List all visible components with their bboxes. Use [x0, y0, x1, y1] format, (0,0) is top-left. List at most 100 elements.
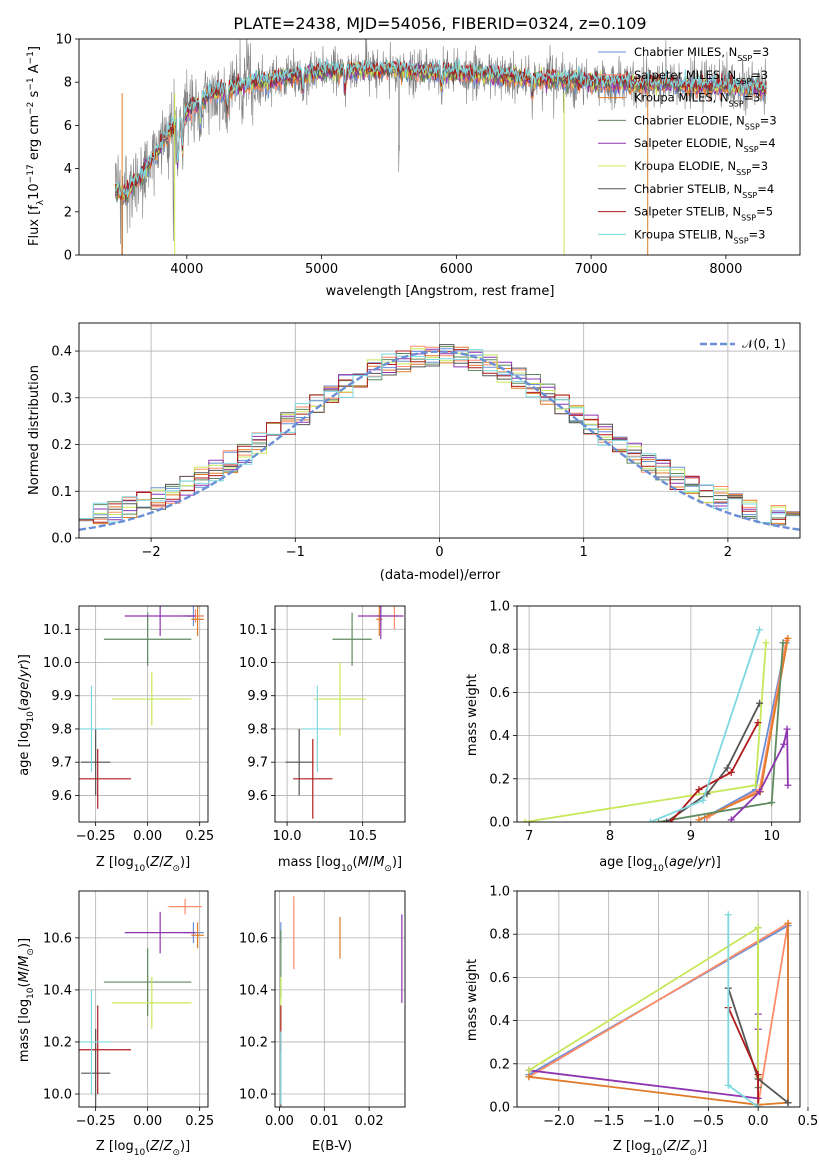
y-tick-label: 10.0 [43, 656, 72, 671]
weight-marker [525, 1066, 533, 1074]
axes-frame [78, 605, 209, 823]
x-tick-label: 0.01 [310, 1114, 339, 1129]
mass-ebv-plot: 0.00 0.01 0.02 10.0 10.2 10.4 10.6 [239, 890, 406, 1129]
weight-marker [756, 788, 764, 796]
weight-z-panel: Z [log10(Z/Z⊙)] mass weight −2.0 −1.5 −1.0… [465, 885, 818, 1159]
axes-frame [274, 605, 406, 823]
age-z-ylabel: age [log10(age/yr)] [17, 654, 36, 776]
y-tick-label: 9.8 [51, 722, 72, 737]
weight-age-plot: 7 8 9 10 0.0 0.2 0.4 0.6 0.8 1.0 [489, 600, 801, 844]
x-tick-label: 8 [606, 829, 614, 844]
y-tick-label: 0.3 [51, 391, 72, 406]
mass-ebv-panel: E(B-V) 0.00 0.01 0.02 10.0 10.2 10.4 10.6 [239, 890, 406, 1154]
y-tick-label: 0.8 [489, 928, 510, 943]
y-tick-label: 1.0 [489, 885, 510, 900]
weight-z-ylabel: mass weight [465, 959, 480, 1041]
y-tick-label: 0.2 [489, 1057, 510, 1072]
gaussian-curve [79, 350, 800, 531]
y-tick-label: 10.1 [239, 623, 268, 638]
weight-line-kroupa-stelib [650, 629, 761, 822]
axes-frame [516, 605, 801, 823]
weight-age-panel: age [log10(age/yr)] mass weight 7 8 9 10 0.0… [465, 600, 801, 874]
legend-label: Chabrier STELIB, NSSP=4 [634, 182, 774, 200]
x-tick-label: −1.5 [593, 1114, 625, 1129]
weight-marker [724, 1081, 732, 1089]
y-tick-label: 0 [64, 249, 72, 264]
y-tick-label: 10.6 [239, 931, 268, 946]
hist-step-salpeter-stelib [79, 349, 800, 523]
weight-marker [784, 781, 792, 789]
axes-frame [516, 890, 801, 1108]
mass-z-xlabel: Z [log10(Z/Z⊙)] [96, 1139, 190, 1158]
y-tick-label: 10.4 [239, 983, 268, 998]
x-tick-label: 10.0 [273, 829, 302, 844]
weight-marker [779, 639, 787, 647]
figure-title: PLATE=2438, MJD=54056, FIBERID=0324, z=0… [233, 14, 646, 33]
x-tick-label: 2 [724, 545, 732, 560]
axes-frame [274, 890, 406, 1108]
weight-marker [756, 626, 764, 634]
residual-plot: −2 −1 0 1 2 0.0 0.1 0.2 0.3 0.4 𝒩(0, 1) [51, 322, 801, 560]
age-mass-xlabel: mass [log10(M/M⊙)] [278, 855, 402, 874]
weight-marker [525, 1073, 533, 1081]
weight-marker [784, 1099, 792, 1107]
weight-marker [667, 818, 675, 822]
legend-label: Chabrier MILES, NSSP=3 [634, 45, 769, 63]
y-tick-label: 10.1 [43, 623, 72, 638]
x-tick-label: 10.5 [348, 829, 377, 844]
y-tick-label: 0.0 [51, 532, 72, 547]
age-mass-plot: 10.0 10.5 9.6 9.7 9.8 9.9 10.0 10.1 [239, 605, 406, 844]
y-tick-label: 9.7 [247, 756, 268, 771]
weight-line-salpeter-stelib [727, 1007, 759, 1107]
x-tick-label: 1 [580, 545, 588, 560]
y-tick-label: 0.4 [489, 1014, 510, 1029]
y-tick-label: 0.6 [489, 971, 510, 986]
x-tick-label: 0.00 [265, 1114, 294, 1129]
x-tick-label: −0.25 [76, 829, 116, 844]
y-tick-label: 6 [64, 119, 72, 134]
age-z-plot: −0.25 0.00 0.25 9.6 9.7 9.8 9.9 10.0 10.1 [43, 605, 214, 844]
plot-area [525, 911, 792, 1107]
legend-label: Kroupa STELIB, NSSP=3 [634, 227, 765, 245]
weight-marker [783, 725, 791, 733]
y-tick-label: 0.8 [489, 643, 510, 658]
x-tick-label: −2 [142, 545, 161, 560]
y-tick-label: 10.0 [239, 1087, 268, 1102]
y-tick-label: 0.2 [489, 772, 510, 787]
x-tick-label: 0.0 [748, 1114, 769, 1129]
y-tick-label: 0.0 [489, 1101, 510, 1116]
spectrum-panel: wavelength [Angstrom, rest frame] Flux [… [26, 33, 801, 299]
x-tick-label: 0.25 [185, 829, 214, 844]
y-tick-label: 9.9 [247, 689, 268, 704]
mass-z-panel: Z [log10(Z/Z⊙)] mass [log10(M/M⊙)] −0.25… [17, 890, 214, 1158]
spectrum-xlabel: wavelength [Angstrom, rest frame] [326, 284, 555, 299]
weight-marker [754, 924, 762, 932]
plot-area [79, 344, 800, 531]
weight-marker [663, 818, 671, 822]
weight-marker [699, 796, 707, 804]
weight-marker [768, 799, 776, 807]
y-tick-label: 10.4 [43, 983, 72, 998]
y-tick-label: 0.1 [51, 485, 72, 500]
y-tick-label: 9.7 [51, 756, 72, 771]
age-z-panel: Z [log10(Z/Z⊙)] age [log10(age/yr)] −0.2… [17, 605, 214, 874]
axes-frame [78, 890, 209, 1108]
x-tick-label: −0.25 [76, 1114, 116, 1129]
y-tick-label: 10.2 [239, 1035, 268, 1050]
x-tick-label: −2.0 [543, 1114, 575, 1129]
x-tick-label: 0.02 [355, 1114, 384, 1129]
model-line-kroupa-stelib [114, 58, 767, 197]
weight-line-salpeter-stelib [669, 722, 759, 822]
weight-marker [727, 768, 735, 776]
x-tick-label: 10 [763, 829, 780, 844]
x-tick-label: −1 [286, 545, 305, 560]
plot-area [285, 606, 404, 819]
y-tick-label: 0.6 [489, 686, 510, 701]
y-tick-label: 10.6 [43, 931, 72, 946]
plot-area [114, 39, 767, 255]
y-tick-label: 10.2 [43, 1035, 72, 1050]
weight-z-xlabel: Z [log10(Z/Z⊙)] [613, 1139, 707, 1158]
residual-panel: (data-model)/error Normed distribution −… [27, 322, 801, 583]
weight-marker [784, 634, 792, 642]
spectrum-plot: 4000 5000 6000 7000 8000 0 2 4 6 8 10 Chabrier MILE… [55, 33, 801, 277]
